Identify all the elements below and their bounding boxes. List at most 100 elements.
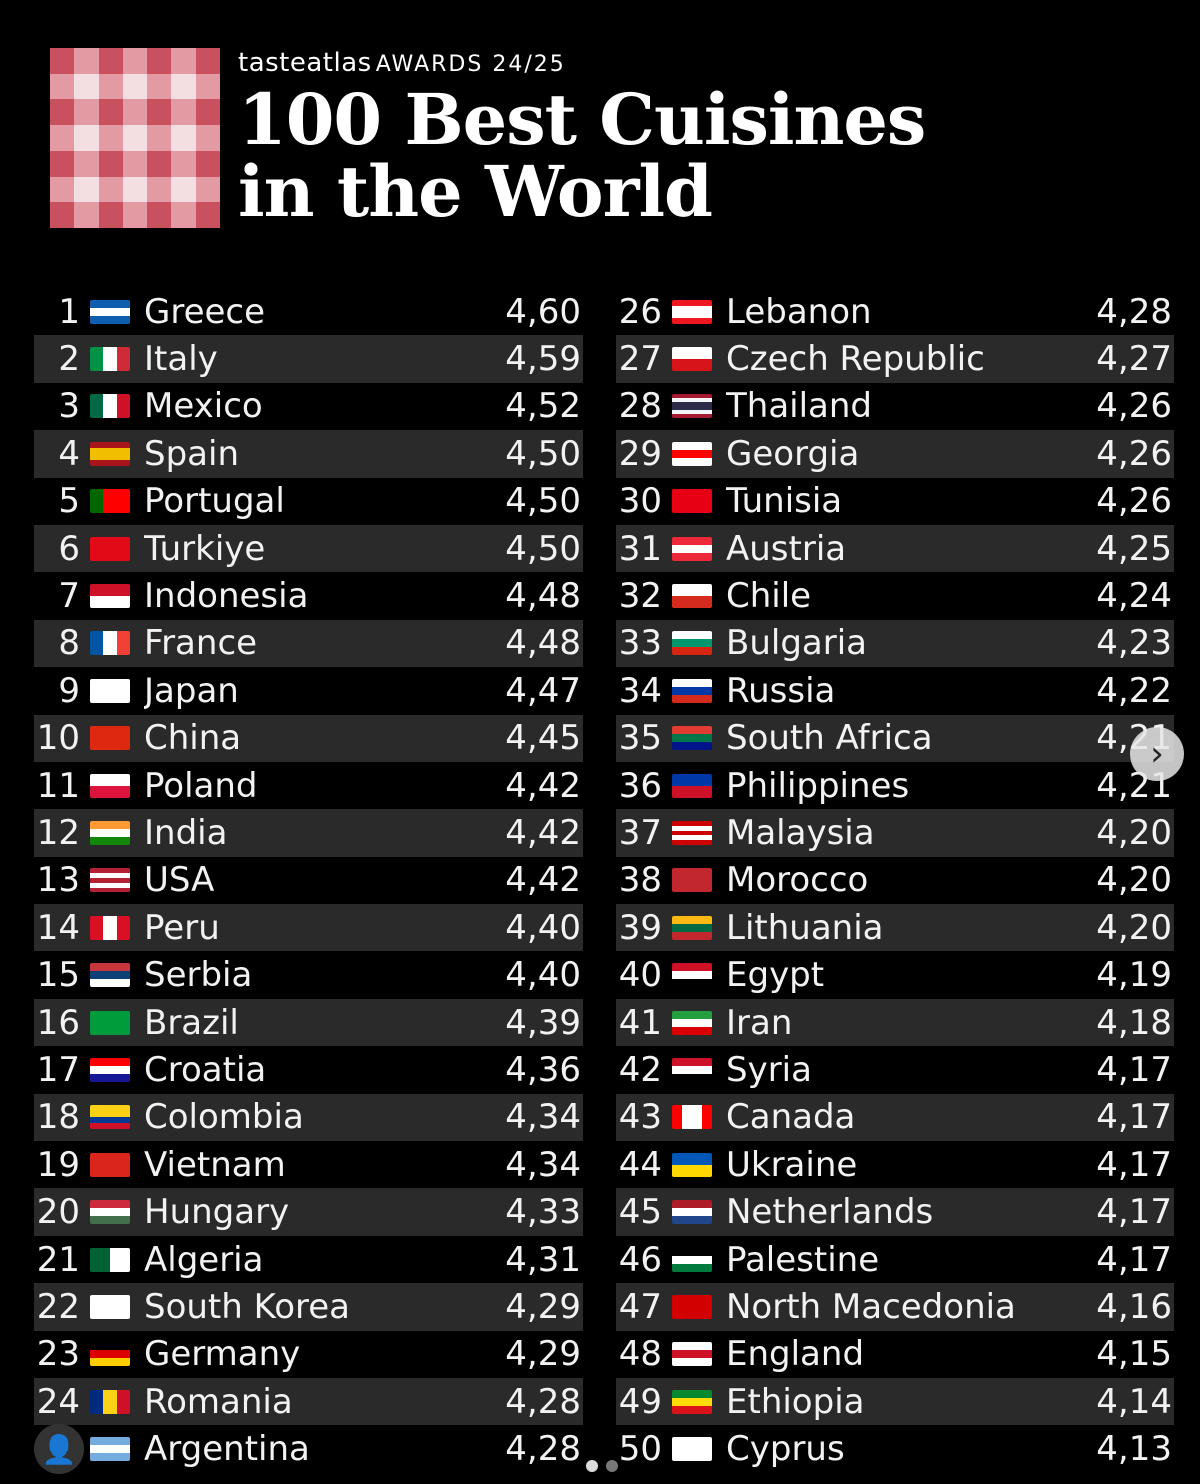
logo-tile bbox=[74, 73, 99, 100]
country-name: Croatia bbox=[144, 1049, 267, 1090]
rating-score: 4,24 bbox=[1096, 576, 1172, 617]
rank-number: 43 bbox=[618, 1097, 662, 1138]
list-item: 8 France 4,48 bbox=[34, 619, 583, 668]
list-item: 50 Cyprus 4,13 bbox=[616, 1425, 1174, 1472]
rank-number: 36 bbox=[618, 765, 662, 806]
list-item: 23 Germany 4,29 bbox=[34, 1331, 583, 1378]
flag-icon bbox=[90, 1057, 130, 1082]
country-name: Peru bbox=[144, 907, 220, 948]
country-name: Czech Republic bbox=[726, 339, 985, 380]
flag-icon bbox=[672, 773, 712, 798]
list-item: 17 Croatia 4,36 bbox=[34, 1046, 583, 1093]
logo-tile bbox=[122, 176, 148, 203]
rating-score: 4,26 bbox=[1096, 433, 1172, 474]
rank-number: 28 bbox=[618, 386, 662, 427]
brand-header: tasteatlas AWARDS 24/25 bbox=[238, 48, 566, 78]
rating-score: 4,60 bbox=[505, 291, 581, 332]
rating-score: 4,50 bbox=[505, 528, 581, 569]
rank-number: 16 bbox=[36, 1002, 80, 1043]
flag-icon bbox=[90, 915, 130, 940]
rating-score: 4,29 bbox=[505, 1286, 581, 1327]
country-name: Argentina bbox=[144, 1429, 310, 1470]
rank-number: 19 bbox=[36, 1144, 80, 1185]
country-name: Italy bbox=[144, 339, 218, 380]
logo-tile bbox=[171, 99, 196, 126]
rating-score: 4,25 bbox=[1096, 528, 1172, 569]
logo-tile bbox=[195, 176, 220, 203]
pagination-dot-active[interactable] bbox=[586, 1460, 598, 1472]
rating-score: 4,23 bbox=[1096, 623, 1172, 664]
pagination-dot[interactable] bbox=[606, 1460, 618, 1472]
next-slide-button[interactable]: › bbox=[1130, 727, 1184, 781]
rating-score: 4,42 bbox=[505, 860, 581, 901]
rating-score: 4,17 bbox=[1096, 1192, 1172, 1233]
logo-tile bbox=[98, 202, 123, 228]
list-item: 29 Georgia 4,26 bbox=[616, 430, 1174, 478]
rating-score: 4,17 bbox=[1096, 1239, 1172, 1280]
rank-number: 31 bbox=[618, 528, 662, 569]
list-item: 34 Russia 4,22 bbox=[616, 667, 1174, 714]
flag-icon bbox=[672, 631, 712, 656]
logo-tile bbox=[74, 202, 99, 228]
list-item: 7 Indonesia 4,48 bbox=[34, 572, 583, 619]
list-item: 18 Colombia 4,34 bbox=[34, 1093, 583, 1142]
list-item: 21 Algeria 4,31 bbox=[34, 1236, 583, 1283]
rating-score: 4,36 bbox=[505, 1049, 581, 1090]
rating-score: 4,13 bbox=[1096, 1429, 1172, 1470]
country-name: Mexico bbox=[144, 386, 263, 427]
user-tag-button[interactable]: 👤 bbox=[34, 1424, 84, 1474]
logo-tile bbox=[171, 150, 196, 177]
flag-icon bbox=[90, 1200, 130, 1225]
rank-number: 18 bbox=[36, 1097, 80, 1138]
list-item: 11 Poland 4,42 bbox=[34, 762, 583, 809]
rating-score: 4,42 bbox=[505, 765, 581, 806]
country-name: Thailand bbox=[726, 386, 873, 427]
rank-number: 38 bbox=[618, 860, 662, 901]
country-name: Colombia bbox=[144, 1097, 304, 1138]
flag-icon bbox=[672, 584, 712, 609]
rating-score: 4,20 bbox=[1096, 907, 1172, 948]
flag-icon bbox=[672, 1010, 712, 1035]
flag-icon bbox=[672, 1389, 712, 1414]
rating-score: 4,42 bbox=[505, 812, 581, 853]
rating-score: 4,18 bbox=[1096, 1002, 1172, 1043]
country-name: Cyprus bbox=[726, 1429, 845, 1470]
chevron-right-icon: › bbox=[1150, 734, 1164, 774]
logo-tile bbox=[171, 125, 196, 151]
awards-label: AWARDS 24/25 bbox=[375, 52, 566, 77]
list-item: 31 Austria 4,25 bbox=[616, 524, 1174, 573]
logo-tile bbox=[50, 73, 75, 100]
flag-icon bbox=[90, 1152, 130, 1177]
flag-icon bbox=[90, 868, 130, 893]
flag-icon bbox=[672, 1057, 712, 1082]
list-item: 19 Vietnam 4,34 bbox=[34, 1141, 583, 1188]
rating-score: 4,26 bbox=[1096, 386, 1172, 427]
flag-icon bbox=[90, 299, 130, 324]
rank-number: 12 bbox=[36, 812, 80, 853]
flag-icon bbox=[672, 1437, 712, 1462]
country-name: North Macedonia bbox=[726, 1286, 1016, 1327]
rank-number: 33 bbox=[618, 623, 662, 664]
logo-tile bbox=[122, 150, 148, 177]
logo-tile bbox=[50, 202, 75, 228]
country-name: Germany bbox=[144, 1334, 301, 1375]
flag-icon bbox=[90, 820, 130, 845]
logo-tile bbox=[98, 150, 123, 177]
rank-number: 22 bbox=[36, 1286, 80, 1327]
logo-tile bbox=[171, 202, 196, 228]
logo-tile bbox=[195, 48, 220, 74]
rating-score: 4,39 bbox=[505, 1002, 581, 1043]
flag-icon bbox=[90, 963, 130, 988]
logo-tile bbox=[74, 99, 99, 126]
flag-icon bbox=[90, 773, 130, 798]
rating-score: 4,45 bbox=[505, 718, 581, 759]
country-name: Philippines bbox=[726, 765, 910, 806]
logo-tile bbox=[195, 125, 220, 151]
logo-tile bbox=[50, 99, 75, 126]
logo-tile bbox=[74, 176, 99, 203]
logo-tile bbox=[74, 48, 99, 74]
country-name: South Korea bbox=[144, 1286, 351, 1327]
flag-icon bbox=[90, 1247, 130, 1272]
list-item: 26 Lebanon 4,28 bbox=[616, 288, 1174, 335]
country-name: Egypt bbox=[726, 955, 825, 996]
